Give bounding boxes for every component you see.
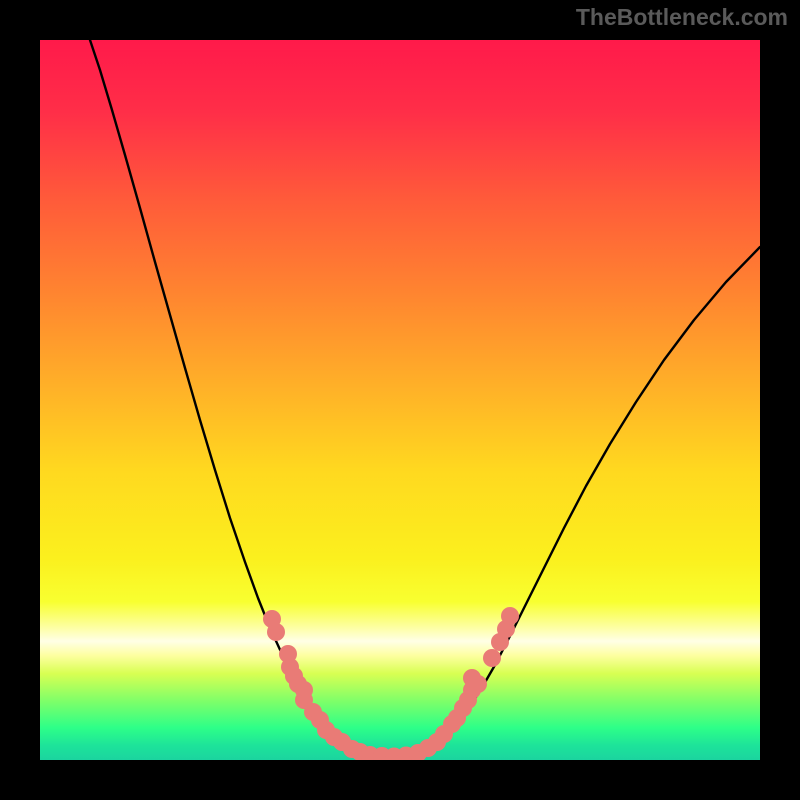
marker-point — [483, 649, 501, 667]
marker-point — [501, 607, 519, 625]
marker-point — [267, 623, 285, 641]
watermark-text: TheBottleneck.com — [576, 4, 788, 31]
gradient-background — [40, 40, 760, 760]
plot-area — [40, 40, 760, 760]
chart-svg — [40, 40, 760, 760]
chart-frame: TheBottleneck.com — [0, 0, 800, 800]
marker-point — [469, 675, 487, 693]
